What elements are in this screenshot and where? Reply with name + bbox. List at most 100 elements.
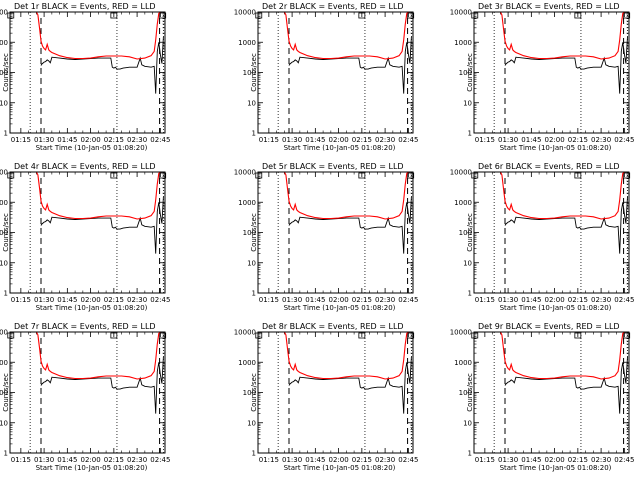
lld-series-line <box>499 172 629 220</box>
y-tick-label: 1 <box>468 290 472 298</box>
plot-frame <box>257 331 414 454</box>
y-tick-label: 1 <box>252 290 256 298</box>
x-axis-label: Start Time (10-Jan-05 01:08:20) <box>284 304 396 312</box>
x-tick-label: 01:15 <box>11 456 31 464</box>
y-axis-label: Counts/sec <box>466 53 474 92</box>
box-marker <box>358 12 366 19</box>
y-tick-label: 100 <box>459 229 472 237</box>
x-tick-label: 02:00 <box>81 456 101 464</box>
detector-chart-9: Det 9r BLACK = Events, RED = LLD Counts/s… <box>450 322 635 472</box>
y-tick-label: 1000 <box>454 199 472 207</box>
x-tick-label: 01:30 <box>34 136 54 144</box>
events-series-line <box>288 356 412 414</box>
x-tick-label: 01:30 <box>34 456 54 464</box>
box-marker <box>159 172 167 179</box>
y-tick-label: 1 <box>468 450 472 458</box>
detector-chart-6: Det 6r BLACK = Events, RED = LLD Counts/s… <box>450 162 635 312</box>
x-tick-label: 02:30 <box>127 456 147 464</box>
x-axis-label: Start Time (10-Jan-05 01:08:20) <box>36 144 148 152</box>
box-marker <box>255 172 263 179</box>
lld-series-line <box>35 332 165 380</box>
chart-title: Det 3r BLACK = Events, RED = LLD <box>478 2 620 11</box>
x-tick-label: 01:45 <box>57 456 77 464</box>
chart-title: Det 8r BLACK = Events, RED = LLD <box>262 322 404 331</box>
y-tick-label: 10 <box>0 419 8 427</box>
y-tick-label: 10000 <box>234 329 256 337</box>
box-marker <box>623 172 631 179</box>
x-tick-label: 01:15 <box>259 456 279 464</box>
lld-series-line <box>283 12 413 60</box>
x-tick-label: 02:45 <box>614 456 634 464</box>
y-axis-label: Counts/sec <box>250 213 258 252</box>
y-tick-label: 1000 <box>0 199 8 207</box>
events-series-line <box>504 356 628 414</box>
x-tick-label: 02:45 <box>614 136 634 144</box>
y-tick-label: 100 <box>243 229 256 237</box>
box-marker <box>471 172 479 179</box>
box-marker <box>358 172 366 179</box>
box-marker <box>7 172 15 179</box>
x-tick-label: 02:45 <box>398 296 418 304</box>
box-marker <box>623 332 631 339</box>
y-axis-label: Counts/sec <box>250 373 258 412</box>
x-tick-label: 02:30 <box>591 296 611 304</box>
chart-title: Det 5r BLACK = Events, RED = LLD <box>262 162 404 171</box>
box-marker <box>407 332 415 339</box>
x-tick-label: 01:45 <box>521 296 541 304</box>
box-marker <box>407 172 415 179</box>
x-tick-label: 02:45 <box>150 136 170 144</box>
y-axis-label: Counts/sec <box>2 53 10 92</box>
y-tick-label: 100 <box>0 229 8 237</box>
y-tick-label: 1 <box>252 130 256 138</box>
plot-frame <box>9 331 166 454</box>
box-marker <box>471 12 479 19</box>
y-tick-label: 10000 <box>450 329 472 337</box>
x-axis-label: Start Time (10-Jan-05 01:08:20) <box>36 464 148 472</box>
x-tick-label: 01:45 <box>57 296 77 304</box>
detector-chart-3: Det 3r BLACK = Events, RED = LLD Counts/s… <box>450 2 635 152</box>
lld-series-line <box>35 12 165 60</box>
x-tick-label: 01:15 <box>259 296 279 304</box>
x-tick-label: 02:15 <box>104 136 124 144</box>
events-series-line <box>40 196 164 254</box>
lld-series-line <box>283 172 413 220</box>
box-marker <box>110 332 118 339</box>
box-marker <box>7 332 15 339</box>
chart-title: Det 2r BLACK = Events, RED = LLD <box>262 2 404 11</box>
x-tick-label: 02:15 <box>568 136 588 144</box>
y-tick-label: 10000 <box>0 9 8 17</box>
x-tick-label: 02:15 <box>352 456 372 464</box>
x-tick-label: 01:15 <box>11 296 31 304</box>
x-tick-label: 01:30 <box>34 296 54 304</box>
y-tick-label: 1000 <box>0 359 8 367</box>
x-tick-label: 01:15 <box>475 296 495 304</box>
x-tick-label: 02:45 <box>398 456 418 464</box>
events-series-line <box>504 196 628 254</box>
y-tick-label: 1 <box>4 450 8 458</box>
chart-title: Det 7r BLACK = Events, RED = LLD <box>14 322 156 331</box>
y-tick-label: 1000 <box>238 39 256 47</box>
y-tick-label: 1 <box>468 130 472 138</box>
detector-chart-2: Det 2r BLACK = Events, RED = LLD Counts/s… <box>234 2 419 152</box>
y-tick-label: 10 <box>463 259 472 267</box>
y-tick-label: 1000 <box>238 359 256 367</box>
detector-chart-4: Det 4r BLACK = Events, RED = LLD Counts/s… <box>0 162 170 312</box>
events-series-line <box>40 356 164 414</box>
y-tick-label: 100 <box>0 69 8 77</box>
x-tick-label: 02:30 <box>375 296 395 304</box>
y-tick-label: 1 <box>4 130 8 138</box>
box-marker <box>159 12 167 19</box>
y-tick-label: 100 <box>0 389 8 397</box>
y-tick-label: 10000 <box>0 169 8 177</box>
chart-title: Det 9r BLACK = Events, RED = LLD <box>478 322 620 331</box>
x-tick-label: 02:15 <box>568 296 588 304</box>
y-tick-label: 100 <box>459 389 472 397</box>
x-tick-label: 01:45 <box>57 136 77 144</box>
box-marker <box>574 12 582 19</box>
y-tick-label: 1000 <box>0 39 8 47</box>
y-tick-label: 10000 <box>450 9 472 17</box>
box-marker <box>159 332 167 339</box>
plot-frame <box>9 11 166 134</box>
y-axis-label: Counts/sec <box>466 373 474 412</box>
y-tick-label: 1 <box>252 450 256 458</box>
